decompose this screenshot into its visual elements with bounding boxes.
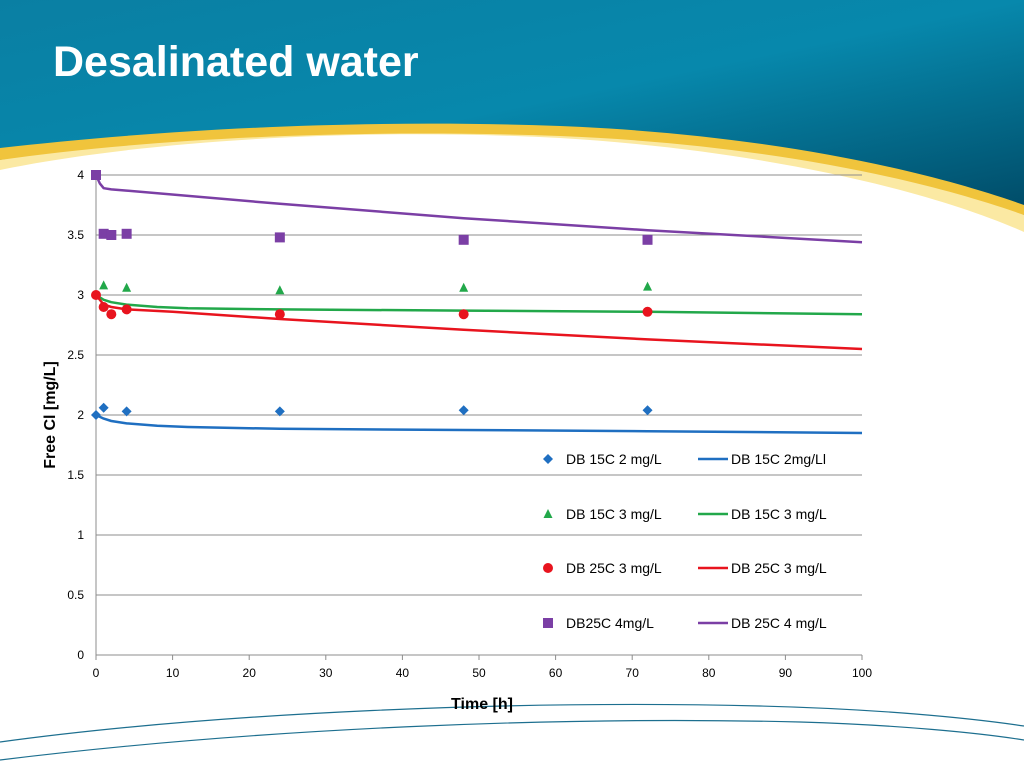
footer-curve-1 xyxy=(0,703,1024,743)
data-point-2 xyxy=(643,281,653,291)
data-point-2 xyxy=(122,282,132,292)
data-point-6 xyxy=(458,234,469,245)
legend-label: DB25C 4mg/L xyxy=(566,615,654,631)
series-line-3 xyxy=(95,293,863,316)
data-point-4 xyxy=(121,304,132,315)
footer-curve-2 xyxy=(0,719,1024,761)
series-line-1 xyxy=(95,413,863,435)
data-point-6 xyxy=(121,228,132,239)
data-point-4 xyxy=(274,309,285,320)
data-point-4 xyxy=(106,309,117,320)
header-band xyxy=(0,0,1024,215)
legend-label: DB 15C 2mg/Ll xyxy=(731,451,826,467)
series-line-5 xyxy=(95,294,863,351)
y-tick-label: 0 xyxy=(77,648,84,662)
x-axis-title: Time [h] xyxy=(451,696,513,713)
legend-marker xyxy=(543,563,553,573)
x-tick-label: 100 xyxy=(852,666,872,680)
y-tick-label: 1.5 xyxy=(67,468,84,482)
legend-label: DB 15C 3 mg/L xyxy=(566,506,662,522)
x-tick-label: 10 xyxy=(166,666,180,680)
data-point-6 xyxy=(642,234,653,245)
x-tick-label: 90 xyxy=(779,666,793,680)
y-tick-label: 3 xyxy=(77,288,84,302)
y-tick-label: 2 xyxy=(77,408,84,422)
legend-label: DB 15C 3 mg/L xyxy=(731,506,827,522)
data-point-2 xyxy=(459,282,469,292)
x-tick-label: 50 xyxy=(472,666,486,680)
data-point-2 xyxy=(99,280,109,290)
x-tick-label: 70 xyxy=(626,666,640,680)
x-tick-label: 40 xyxy=(396,666,410,680)
x-tick-label: 60 xyxy=(549,666,563,680)
y-tick-label: 1 xyxy=(77,528,84,542)
x-tick-label: 0 xyxy=(93,666,100,680)
series-line-7 xyxy=(94,174,863,244)
y-tick-label: 0.5 xyxy=(67,588,84,602)
data-point-4 xyxy=(91,290,101,300)
legend-label: DB 15C 2 mg/L xyxy=(566,451,662,467)
data-point-0 xyxy=(98,402,109,413)
data-point-2 xyxy=(275,285,285,295)
legend-marker xyxy=(543,509,553,518)
data-point-0 xyxy=(274,406,285,417)
legend-label: DB 25C 3 mg/L xyxy=(731,560,827,576)
data-point-4 xyxy=(458,309,469,320)
legend-label: DB 25C 3 mg/L xyxy=(566,560,662,576)
data-point-0 xyxy=(642,405,653,416)
header-swoosh-yellow xyxy=(0,123,1024,215)
data-point-4 xyxy=(642,306,653,317)
y-tick-label: 4 xyxy=(77,168,84,182)
x-tick-label: 80 xyxy=(702,666,716,680)
y-axis-title: Free Cl [mg/L] xyxy=(42,361,59,469)
data-point-6 xyxy=(274,232,285,243)
legend-label: DB 25C 4 mg/L xyxy=(731,615,827,631)
data-point-0 xyxy=(91,410,101,420)
legend-marker xyxy=(543,454,553,464)
legend-marker xyxy=(543,618,553,628)
data-point-0 xyxy=(121,406,132,417)
x-tick-label: 20 xyxy=(243,666,257,680)
data-point-6 xyxy=(106,230,117,240)
y-tick-label: 2.5 xyxy=(67,348,84,362)
data-point-4 xyxy=(98,302,109,312)
slide-title: Desalinated water xyxy=(53,38,419,86)
data-point-0 xyxy=(458,405,469,416)
x-tick-label: 30 xyxy=(319,666,333,680)
data-point-6 xyxy=(91,170,101,180)
data-point-6 xyxy=(98,228,109,239)
y-tick-label: 3.5 xyxy=(67,228,84,242)
